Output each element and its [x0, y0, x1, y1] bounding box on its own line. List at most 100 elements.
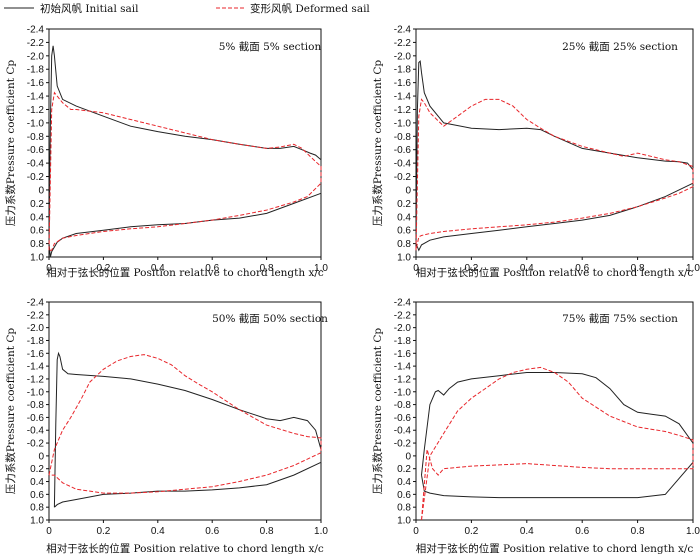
x-tick-label: 0.6	[575, 263, 589, 274]
x-tick-label: 0.6	[575, 526, 589, 537]
x-tick-label: 0.8	[260, 526, 274, 537]
y-axis-label: 压力系数Pressure coefficient Cp	[371, 60, 384, 226]
panel-title: 5% 截面 5% section	[219, 40, 322, 53]
y-tick-label: -0.8	[27, 400, 45, 411]
x-tick-label: 0.4	[151, 263, 165, 274]
y-tick-label: -0.8	[394, 400, 412, 411]
y-tick-label: -2.2	[394, 38, 412, 49]
panel-title: 75% 截面 75% section	[562, 312, 678, 325]
legend: 初始风帆 Initial sail 变形风帆 Deformed sail	[4, 2, 370, 15]
y-tick-label: -0.8	[27, 132, 45, 143]
x-tick-label: 0	[413, 263, 419, 274]
y-tick-label: -1.2	[27, 105, 45, 116]
y-tick-label: 0.2	[30, 464, 44, 475]
y-tick-label: -0.8	[394, 132, 412, 143]
panel-title: 50% 截面 50% section	[212, 312, 328, 325]
y-tick-label: 0.4	[397, 477, 411, 488]
panel-title: 25% 截面 25% section	[562, 40, 678, 53]
x-tick-label: 0.8	[260, 263, 274, 274]
x-tick-label: 0.6	[205, 526, 219, 537]
x-tick-label: 0.2	[96, 263, 110, 274]
y-tick-label: -0.4	[394, 159, 412, 170]
y-tick-label: -2.4	[27, 298, 45, 309]
x-tick-label: 1.0	[314, 526, 328, 537]
panel-25pct: -2.4 -2.2 -2.0 -1.8 -1.6 -1.4 -1.2 -1.0 -0.8 -0.6…	[371, 25, 700, 280]
x-tick-label: 0.2	[96, 526, 110, 537]
y-tick-label: -0.6	[27, 145, 45, 156]
y-tick-label: -0.6	[27, 413, 45, 424]
x-axis-label: 相对于弦长的位置 Position relative to chord leng…	[46, 542, 324, 555]
x-tick-label: 1.0	[314, 263, 328, 274]
y-tick-label: -1.6	[27, 349, 45, 360]
y-tick-label: 0.6	[30, 226, 44, 237]
y-tick-label: -1.0	[27, 118, 45, 129]
x-tick-label: 0.6	[205, 263, 219, 274]
x-axis-label: 相对于弦长的位置 Position relative to chord leng…	[416, 542, 694, 555]
y-tick-label: -1.4	[27, 92, 45, 103]
y-tick-label: -2.0	[394, 51, 412, 62]
y-tick-label: 0	[38, 185, 44, 196]
y-tick-label: -1.6	[394, 349, 412, 360]
y-tick-label: -2.0	[394, 323, 412, 334]
x-tick-label: 0.8	[631, 263, 645, 274]
y-tick-label: 0	[405, 185, 411, 196]
y-tick-label: 1.0	[30, 253, 44, 264]
y-tick-label: -0.6	[394, 145, 412, 156]
series-deformed-sail	[421, 366, 694, 521]
y-tick-label: -0.2	[394, 172, 412, 183]
y-tick-label: 0.2	[30, 199, 44, 210]
y-tick-label: 0.8	[397, 503, 411, 514]
y-tick-label: 0.4	[30, 212, 44, 223]
y-tick-label: -1.4	[27, 362, 45, 373]
x-tick-label: 0.2	[464, 526, 478, 537]
y-tick-label: -1.2	[394, 105, 412, 116]
y-tick-label: 1.0	[397, 253, 411, 264]
series-initial-sail	[48, 45, 322, 258]
y-tick-label: 0.2	[397, 464, 411, 475]
x-tick-label: 0.2	[464, 263, 478, 274]
plot-frame	[48, 301, 322, 521]
x-tick-label: 0.8	[631, 526, 645, 537]
y-tick-label: -1.8	[27, 65, 45, 76]
series-deformed-sail	[48, 354, 322, 494]
y-tick-label: 1.0	[30, 516, 44, 527]
x-tick-label: 0	[46, 526, 52, 537]
x-tick-label: 1.0	[686, 263, 700, 274]
plot-frame	[415, 28, 694, 258]
x-axis-label: 相对于弦长的位置 Position relative to chord leng…	[416, 266, 694, 279]
y-tick-label: 0.6	[397, 226, 411, 237]
series-initial-sail	[421, 372, 694, 499]
y-tick-label: 0.6	[397, 490, 411, 501]
legend-deformed-label: 变形风帆 Deformed sail	[250, 2, 370, 15]
y-tick-label: 0.4	[30, 477, 44, 488]
y-tick-label: -1.2	[394, 374, 412, 385]
y-tick-label: -0.4	[394, 426, 412, 437]
y-tick-label: -1.6	[394, 78, 412, 89]
y-tick-label: 1.0	[397, 516, 411, 527]
series-initial-sail	[415, 60, 694, 252]
x-tick-label: 1.0	[686, 526, 700, 537]
y-tick-label: -0.2	[27, 172, 45, 183]
y-tick-label: -0.4	[27, 159, 45, 170]
y-tick-label: -2.4	[27, 25, 45, 36]
y-axis-label: 压力系数Pressure coefficient Cp	[4, 328, 17, 494]
y-tick-label: -1.0	[394, 387, 412, 398]
panel-50pct: -2.4-2.2 -2.0 -1.8 -1.6 -1.4-1.2 -1.0 -0.8 -0.6…	[4, 298, 328, 556]
y-tick-label: -1.4	[394, 362, 412, 373]
y-tick-label: -1.8	[27, 336, 45, 347]
y-tick-label: -2.4	[394, 25, 412, 36]
y-tick-label: -1.8	[394, 65, 412, 76]
y-tick-label: 0	[38, 451, 44, 462]
y-tick-label: -0.4	[27, 426, 45, 437]
x-axis-label: 相对于弦长的位置 Position relative to chord leng…	[46, 266, 324, 279]
plot-frame	[415, 301, 694, 521]
y-tick-label: -2.4	[394, 298, 412, 309]
panel-5pct: -2.4 -2.2 -2.0 -1.8 -1.6 -1.4 -1.2 -1.0 -0.8 -0.6…	[4, 25, 328, 280]
y-tick-label: -1.4	[394, 92, 412, 103]
y-tick-label: -2.2	[27, 38, 45, 49]
y-tick-label: -1.0	[394, 118, 412, 129]
y-tick-label: -2.2	[394, 310, 412, 321]
x-tick-label: 0	[46, 263, 52, 274]
plot-frame	[48, 28, 322, 258]
